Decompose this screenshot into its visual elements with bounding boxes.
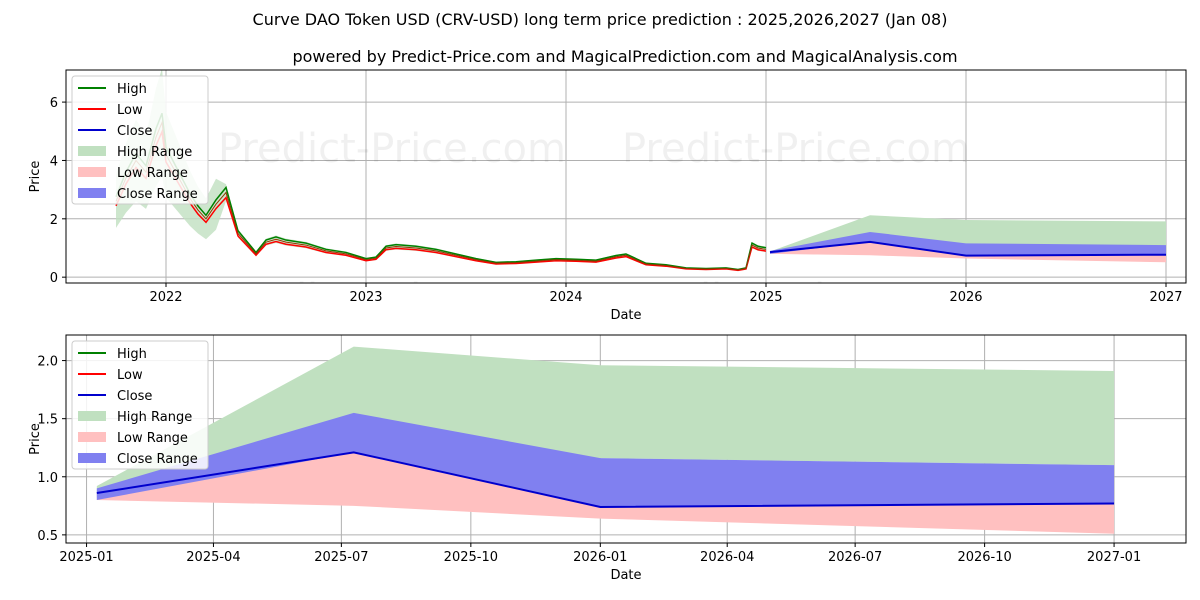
y-tick-label: 2.0 [37, 355, 58, 370]
x-tick-label: 2025-07 [314, 550, 368, 565]
chart-title: Curve DAO Token USD (CRV-USD) long term … [253, 10, 948, 29]
watermark-text: Predict-Price.com [218, 276, 566, 322]
y-tick-label: 0 [50, 271, 58, 286]
y-tick-label: 4 [50, 154, 58, 169]
legend-swatch-low-range [78, 167, 106, 177]
watermark-text: Predict-Price.com [622, 126, 970, 172]
high-range-band [96, 346, 1115, 498]
y-tick-label: 6 [50, 96, 58, 111]
y-tick-label: 0.5 [37, 529, 58, 544]
legend-label-close-range: Close Range [117, 452, 198, 467]
chart-subtitle: powered by Predict-Price.com and Magical… [292, 47, 957, 66]
x-tick-label: 2026 [949, 290, 982, 305]
y-axis-label: Price [28, 161, 43, 193]
forecast-close-line [769, 240, 1167, 257]
x-tick-label: 2022 [149, 290, 182, 305]
legend-swatch-low-range [78, 432, 106, 442]
bottom-chart-panel: 2025-01 2025-04 2025-07 2025-10 2026-01 2026-… [28, 334, 1187, 583]
top-chart-panel: 2022 2023 2024 2025 2026 2027 0 2 4 6 Predict-Pric… [28, 69, 1187, 323]
y-tick-label: 1.5 [37, 413, 58, 428]
legend-label-close-range: Close Range [117, 187, 198, 202]
x-tick-label: 2026-10 [957, 550, 1011, 565]
low-range-band [96, 452, 1115, 534]
watermark-text: Predict-Price.com [218, 126, 566, 172]
x-tick-label: 2025-10 [444, 550, 498, 565]
legend-label-low-range: Low Range [117, 431, 188, 446]
x-tick-label: 2023 [349, 290, 382, 305]
x-tick-label: 2027-01 [1087, 550, 1141, 565]
legend-label-low: Low [117, 103, 143, 118]
low-range-band [770, 241, 1166, 263]
axes-frame [65, 334, 1187, 544]
legend-label-high-range: High Range [117, 410, 192, 425]
close-range-band [96, 412, 1115, 507]
x-tick-label: 2025-01 [59, 550, 113, 565]
legend-swatch-close-range [78, 188, 106, 198]
watermark-text: Predict-Price.com [622, 276, 970, 322]
legend-label-close: Close [117, 389, 152, 404]
legend-swatch-high-range [78, 411, 106, 421]
forecast-close-line [96, 451, 1115, 508]
x-tick-label: 2026-07 [828, 550, 882, 565]
x-axis-label: Date [610, 568, 641, 583]
axes-frame [65, 69, 1187, 284]
legend-label-close: Close [117, 124, 152, 139]
close-range-band [770, 231, 1166, 256]
plot-area: Predict-Price.com Predict-Price.com Predic… [115, 70, 1167, 322]
legend-label-low-range: Low Range [117, 166, 188, 181]
legend-label-high: High [117, 82, 147, 97]
x-axis-label: Date [610, 308, 641, 323]
x-tick-label: 2026-01 [573, 550, 627, 565]
y-tick-label: 1.0 [37, 471, 58, 486]
legend-swatch-high-range [78, 146, 106, 156]
x-tick-label: 2025-04 [186, 550, 240, 565]
legend-label-high-range: High Range [117, 145, 192, 160]
x-tick-label: 2026-04 [700, 550, 754, 565]
y-tick-label: 2 [50, 213, 58, 228]
y-axis-label: Price [28, 423, 43, 455]
x-tick-label: 2025 [749, 290, 782, 305]
x-tick-label: 2027 [1149, 290, 1182, 305]
legend-swatch-close-range [78, 453, 106, 463]
legend-label-low: Low [117, 368, 143, 383]
x-tick-label: 2024 [549, 290, 582, 305]
legend-label-high: High [117, 347, 147, 362]
